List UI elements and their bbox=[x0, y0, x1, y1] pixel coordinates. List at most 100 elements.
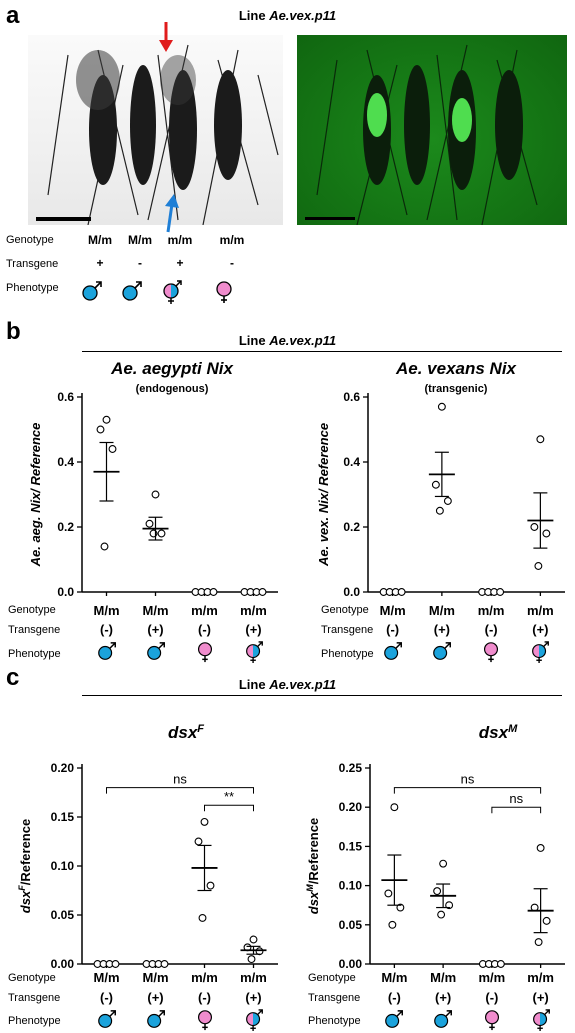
transgene-label: (+) bbox=[532, 990, 549, 1005]
data-point bbox=[258, 588, 267, 596]
transgene-label: - bbox=[230, 256, 234, 270]
mosquito-photo-brightfield bbox=[28, 35, 283, 225]
male-symbol-icon bbox=[146, 1010, 165, 1028]
row-label-transgene: Transgene bbox=[321, 624, 374, 636]
male-symbol-icon bbox=[434, 1010, 453, 1028]
data-point bbox=[247, 955, 256, 964]
male-symbol-icon bbox=[97, 1010, 116, 1028]
data-point bbox=[536, 844, 545, 852]
arrow-group bbox=[159, 22, 179, 233]
row-label-genotype: Genotype bbox=[8, 972, 56, 984]
genotype-label: m/m bbox=[477, 603, 505, 618]
row-label-transgene: Transgene bbox=[6, 258, 59, 270]
y-axis-label: Ae. vex. Nix/ Reference bbox=[316, 423, 331, 567]
genotype-label: M/m bbox=[88, 233, 112, 247]
y-tick-label: 0.00 bbox=[51, 957, 75, 971]
transgene-label: + bbox=[96, 256, 104, 270]
chart-title: dsxF bbox=[168, 723, 204, 742]
significance-bracket bbox=[106, 787, 254, 794]
y-tick-label: 0.20 bbox=[339, 800, 363, 814]
genotype-label: M/m bbox=[381, 970, 408, 985]
significance-label: ns bbox=[509, 791, 523, 806]
genotype-label: m/m bbox=[478, 970, 506, 985]
data-point bbox=[431, 480, 440, 489]
panel-c-letter: c bbox=[6, 664, 20, 691]
data-point bbox=[439, 859, 448, 868]
y-tick-label: 0.25 bbox=[339, 761, 363, 775]
data-point bbox=[194, 837, 203, 846]
chart-subtitle: (endogenous) bbox=[136, 383, 209, 395]
panel-b-letter: b bbox=[6, 318, 21, 345]
panel-c-title-rule bbox=[82, 695, 562, 696]
male-symbol-icon bbox=[383, 642, 402, 660]
row-label-genotype: Genotype bbox=[321, 604, 369, 616]
genotype-label: m/m bbox=[191, 970, 218, 985]
y-tick-label: 0.2 bbox=[343, 520, 360, 534]
data-point bbox=[111, 960, 120, 968]
data-point bbox=[157, 529, 166, 538]
data-point bbox=[396, 903, 405, 912]
row-label-genotype: Genotype bbox=[6, 234, 54, 246]
significance-bracket bbox=[204, 804, 254, 812]
data-point bbox=[160, 960, 169, 968]
female-symbol-icon bbox=[197, 642, 212, 663]
blue-arrow-icon bbox=[165, 194, 179, 233]
y-tick-label: 0.6 bbox=[343, 390, 360, 404]
genotype-label: M/m bbox=[142, 603, 169, 618]
data-point bbox=[542, 916, 551, 925]
data-point bbox=[200, 817, 209, 826]
chart-subtitle: (transgenic) bbox=[425, 383, 488, 395]
row-label-transgene: Transgene bbox=[8, 992, 61, 1004]
data-point bbox=[437, 402, 446, 411]
data-point bbox=[390, 803, 399, 812]
data-point bbox=[443, 497, 452, 505]
y-axis-label-superscript: F bbox=[17, 885, 27, 891]
y-tick-label: 0.05 bbox=[339, 918, 363, 932]
y-axis-label-suffix: /Reference bbox=[306, 818, 321, 884]
y-tick-label: 0.6 bbox=[57, 390, 74, 404]
transgene-label: (-) bbox=[484, 622, 498, 637]
row-label-phenotype: Phenotype bbox=[8, 648, 61, 660]
y-axis-label: Ae. aeg. Nix/ Reference bbox=[28, 423, 43, 568]
genotype-label: M/m bbox=[379, 603, 406, 618]
data-point bbox=[388, 920, 397, 929]
data-point bbox=[151, 490, 160, 499]
data-point bbox=[96, 425, 105, 434]
significance-bracket bbox=[491, 806, 542, 814]
row-label-transgene: Transgene bbox=[8, 624, 61, 636]
female-symbol-icon bbox=[197, 1010, 212, 1031]
data-point bbox=[108, 445, 117, 453]
chart-dsx-f: dsxF 0.00 0.05 0.10 0.15 0.20 dsxF/Reference ns… bbox=[17, 723, 278, 971]
transgene-label: (+) bbox=[147, 622, 164, 637]
mosquito-photo-fluorescent bbox=[297, 35, 567, 225]
y-tick-label: 0.20 bbox=[51, 761, 75, 775]
data-point bbox=[384, 889, 393, 898]
data-point bbox=[534, 938, 543, 946]
male-symbol-icon bbox=[122, 281, 142, 301]
genotype-label: m/m bbox=[240, 970, 267, 985]
male-symbol-icon bbox=[433, 642, 451, 660]
data-point bbox=[102, 415, 111, 424]
row-label-phenotype: Phenotype bbox=[6, 282, 59, 294]
panel-c-title: Line Ae.vex.p11 bbox=[238, 677, 337, 692]
significance-label: ns bbox=[461, 772, 475, 787]
y-tick-label: 0.00 bbox=[339, 957, 363, 971]
y-axis-label: dsxM/Reference bbox=[305, 818, 321, 914]
transgene-label: (+) bbox=[433, 622, 450, 637]
data-point bbox=[445, 901, 454, 910]
male-symbol-icon bbox=[97, 642, 116, 660]
genotype-label: m/m bbox=[167, 233, 193, 247]
panel-b-title: Line Ae.vex.p11 bbox=[238, 333, 337, 348]
transgene-label: - bbox=[138, 256, 142, 270]
genotype-label: M/m bbox=[142, 970, 169, 985]
transgene-label: (+) bbox=[147, 990, 164, 1005]
data-point bbox=[145, 519, 154, 528]
y-tick-label: 0.4 bbox=[57, 455, 74, 469]
row-label-transgene: Transgene bbox=[308, 992, 361, 1004]
data-point bbox=[198, 913, 207, 922]
intersex-symbol-icon bbox=[532, 1009, 550, 1031]
transgene-label: (-) bbox=[198, 990, 211, 1005]
y-tick-label: 0.10 bbox=[51, 859, 75, 873]
y-tick-label: 0.15 bbox=[339, 839, 363, 853]
transgene-label: (-) bbox=[100, 622, 113, 637]
